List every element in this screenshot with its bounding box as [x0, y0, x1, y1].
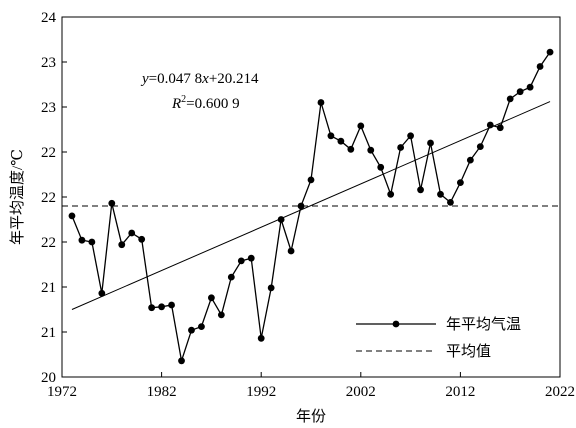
y-tick-label: 22 — [41, 235, 56, 251]
data-point — [437, 190, 444, 198]
data-point — [237, 257, 245, 265]
legend: 年平均气温 平均值 — [356, 316, 521, 360]
data-point — [457, 179, 464, 187]
data-point — [307, 176, 315, 184]
data-point — [257, 334, 265, 342]
y-tick-label: 21 — [41, 280, 56, 296]
data-point — [347, 145, 355, 153]
data-point — [78, 236, 86, 244]
trend-line — [71, 101, 551, 310]
trend-r-squared: R2=0.600 9 — [171, 94, 240, 112]
data-point — [397, 144, 405, 151]
legend-marker — [392, 320, 400, 328]
legend-label-mean: 平均值 — [446, 343, 491, 360]
data-point — [387, 190, 395, 198]
x-axis-ticks: 1972 1982 1992 2002 2012 2022 — [47, 372, 575, 400]
y-axis-ticks: 20 21 21 22 22 22 23 23 24 — [41, 10, 67, 386]
data-point — [486, 121, 494, 129]
y-tick-label: 22 — [41, 190, 56, 206]
data-point — [227, 273, 235, 281]
y-tick-label: 23 — [41, 55, 56, 71]
data-point — [217, 311, 225, 319]
data-point — [128, 229, 136, 237]
data-point — [297, 202, 305, 210]
data-point — [138, 235, 146, 243]
legend-label-annual-mean: 年平均气温 — [446, 316, 521, 333]
data-point — [357, 122, 365, 130]
data-point — [317, 99, 325, 106]
y-tick-label: 23 — [41, 100, 56, 116]
y-tick-label: 20 — [41, 370, 56, 386]
data-point — [447, 199, 454, 206]
y-tick-label: 21 — [41, 325, 56, 341]
data-point — [108, 199, 116, 207]
x-tick-label: 1982 — [147, 384, 177, 400]
data-point — [367, 146, 375, 154]
data-point — [337, 137, 345, 145]
data-point — [506, 95, 514, 103]
data-point — [546, 48, 554, 56]
data-point — [247, 254, 255, 262]
data-point — [466, 156, 474, 164]
data-point — [168, 301, 175, 309]
data-point — [188, 326, 195, 334]
x-tick-label: 2012 — [445, 384, 475, 400]
data-point — [327, 132, 335, 140]
trend-equation: y=0.047 8x+20.214 — [140, 71, 259, 87]
data-point — [526, 83, 534, 91]
x-tick-label: 1992 — [246, 384, 276, 400]
data-point — [208, 294, 215, 302]
series-markers — [68, 48, 554, 365]
data-point — [267, 284, 275, 292]
y-axis-title: 年平均温度/℃ — [9, 149, 26, 245]
data-point — [496, 124, 504, 132]
data-point — [536, 63, 544, 70]
x-tick-label: 2002 — [346, 384, 376, 400]
x-tick-label: 1972 — [47, 384, 77, 400]
data-point — [476, 143, 484, 151]
data-point — [427, 139, 434, 147]
data-point — [277, 216, 285, 223]
data-point — [377, 163, 385, 171]
y-tick-label: 22 — [41, 145, 56, 161]
data-point — [158, 303, 166, 311]
data-point — [407, 132, 414, 140]
data-point — [88, 238, 96, 246]
y-tick-label: 24 — [41, 10, 57, 26]
data-point — [287, 247, 295, 255]
data-point — [68, 212, 76, 220]
data-point — [98, 289, 106, 297]
x-tick-label: 2022 — [545, 384, 575, 400]
data-point — [148, 304, 156, 312]
data-point — [417, 186, 424, 194]
x-axis-title: 年份 — [296, 408, 326, 425]
data-point — [198, 323, 205, 330]
data-point — [118, 241, 126, 249]
data-point — [516, 88, 524, 96]
data-point — [178, 357, 185, 365]
